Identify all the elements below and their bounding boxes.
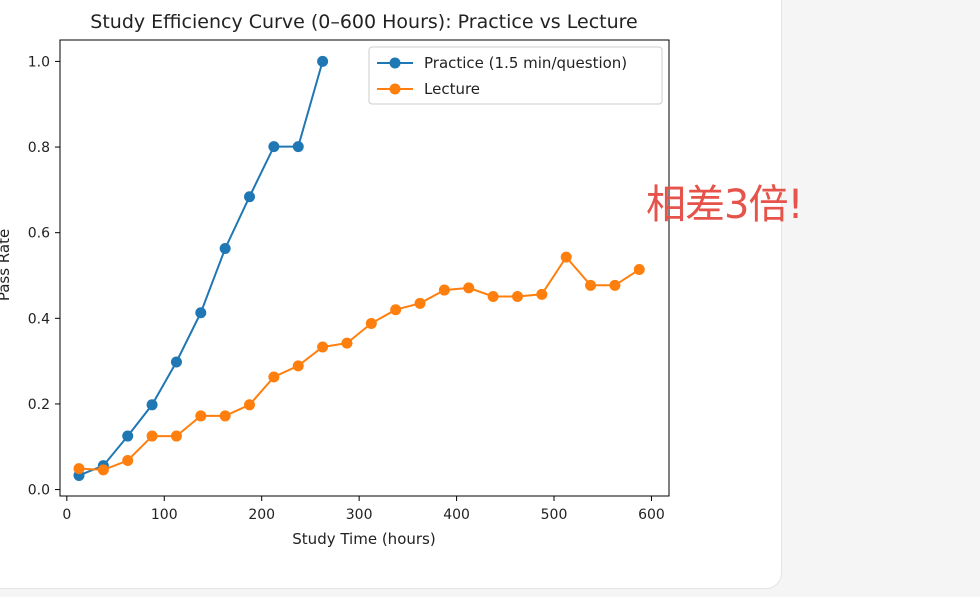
data-point [292, 141, 304, 153]
x-tick-label: 400 [443, 507, 470, 523]
data-point [438, 284, 450, 296]
y-tick-label: 0.4 [28, 311, 50, 327]
data-point [292, 360, 304, 372]
data-point [341, 337, 353, 349]
chart-series [73, 55, 645, 481]
data-point [195, 410, 207, 422]
x-tick-label: 0 [62, 507, 71, 523]
chart-axes: 0 100 200 300 400 500 600 0.0 0.2 0.4 0.6 0.8 1.0 [28, 39, 670, 523]
x-tick-label: 200 [248, 507, 275, 523]
legend-box [368, 46, 663, 105]
y-tick-label: 0.6 [28, 226, 50, 242]
series-practice [73, 55, 329, 481]
x-tick-label: 100 [151, 507, 178, 523]
data-point [585, 279, 597, 291]
y-axis-label: Pass Rate [0, 229, 13, 301]
data-point [365, 317, 377, 329]
data-point [609, 279, 621, 291]
data-point [536, 288, 548, 300]
legend-label: Practice (1.5 min/question) [424, 54, 627, 72]
data-point [317, 55, 329, 67]
y-tick-label: 0.0 [28, 483, 50, 499]
data-point [463, 282, 475, 294]
data-point [268, 141, 280, 153]
y-tick-label: 0.8 [28, 140, 50, 156]
data-point [511, 290, 523, 302]
series-lecture [73, 251, 645, 476]
data-point [122, 454, 134, 466]
series-line [78, 255, 640, 471]
data-point [122, 430, 134, 442]
data-point [195, 307, 207, 319]
data-point [268, 371, 280, 383]
comparison-annotation: 相差3倍! [646, 182, 803, 228]
data-point [219, 410, 231, 422]
data-point [633, 263, 645, 275]
data-point [73, 463, 85, 475]
plot-frame [59, 39, 670, 497]
x-tick-label: 500 [541, 507, 568, 523]
data-point [170, 430, 182, 442]
data-point [560, 251, 572, 263]
data-point [390, 304, 402, 316]
chart-title: Study Efficiency Curve (0–600 Hours): Pr… [90, 11, 637, 33]
y-tick-label: 0.2 [28, 397, 50, 413]
data-point [97, 464, 109, 476]
data-point [146, 399, 158, 411]
legend-marker [389, 57, 401, 69]
data-point [219, 243, 231, 255]
y-tick-label: 1.0 [28, 54, 50, 70]
data-point [317, 341, 329, 353]
x-axis-label: Study Time (hours) [292, 530, 435, 548]
data-point [244, 399, 256, 411]
data-point [146, 430, 158, 442]
chart-legend: Practice (1.5 min/question) Lecture [368, 46, 663, 105]
data-point [487, 290, 499, 302]
legend-label: Lecture [424, 80, 480, 98]
legend-marker [389, 83, 401, 95]
data-point [170, 356, 182, 368]
data-point [414, 297, 426, 309]
data-point [244, 191, 256, 203]
x-tick-label: 300 [346, 507, 373, 523]
x-tick-label: 600 [638, 507, 665, 523]
